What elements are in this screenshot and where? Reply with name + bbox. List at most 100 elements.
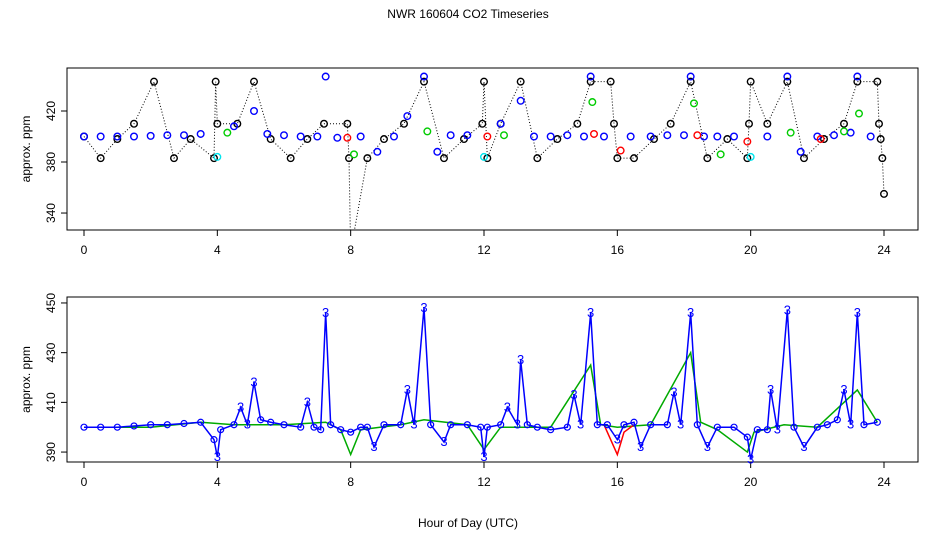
data-point bbox=[630, 418, 638, 426]
data-point bbox=[790, 423, 798, 431]
data-point bbox=[586, 77, 595, 86]
data-point bbox=[746, 77, 755, 86]
point-marker: 3 bbox=[244, 417, 251, 432]
data-point bbox=[400, 119, 409, 128]
data-point bbox=[97, 423, 105, 431]
data-point bbox=[647, 421, 655, 429]
point-marker: 3 bbox=[370, 439, 377, 454]
data-point bbox=[816, 135, 825, 144]
point-marker: 3 bbox=[214, 449, 221, 464]
data-point bbox=[317, 426, 325, 434]
data-point bbox=[347, 428, 355, 436]
data-point bbox=[853, 77, 862, 86]
data-point bbox=[113, 132, 122, 141]
data-point bbox=[420, 72, 429, 81]
data-point bbox=[343, 119, 352, 128]
data-point bbox=[263, 129, 272, 138]
point-marker: 3 bbox=[504, 399, 511, 414]
point-marker: 3 bbox=[410, 417, 417, 432]
data-point bbox=[693, 421, 701, 429]
data-point bbox=[580, 132, 589, 141]
data-point bbox=[96, 154, 105, 163]
x-tick-label: 24 bbox=[877, 243, 891, 257]
data-point bbox=[337, 426, 345, 434]
data-point bbox=[211, 77, 220, 86]
data-point bbox=[626, 132, 635, 141]
data-point bbox=[663, 131, 672, 140]
data-point bbox=[229, 122, 238, 131]
x-tick-label: 12 bbox=[477, 243, 491, 257]
data-point bbox=[873, 77, 882, 86]
data-point bbox=[257, 416, 265, 424]
point-marker: 3 bbox=[670, 384, 677, 399]
data-point bbox=[297, 423, 305, 431]
plot-frame bbox=[66, 67, 919, 231]
x-tick-label: 8 bbox=[347, 243, 354, 257]
y-axis-label: approx. ppm bbox=[19, 116, 33, 183]
data-point bbox=[783, 77, 792, 86]
data-point bbox=[380, 135, 389, 144]
data-point bbox=[833, 416, 841, 424]
data-point bbox=[613, 154, 622, 163]
y-tick-label: 450 bbox=[44, 293, 58, 313]
data-point bbox=[616, 146, 625, 155]
data-point bbox=[113, 423, 121, 431]
point-marker: 3 bbox=[614, 432, 621, 447]
data-point bbox=[130, 422, 138, 430]
data-point bbox=[713, 132, 722, 141]
data-point bbox=[586, 72, 595, 81]
data-point bbox=[497, 421, 505, 429]
data-point bbox=[356, 132, 365, 141]
data-point bbox=[96, 132, 105, 141]
data-point bbox=[197, 418, 205, 426]
x-tick-label: 0 bbox=[81, 475, 88, 489]
data-point bbox=[723, 135, 732, 144]
data-point bbox=[483, 423, 491, 431]
point-marker: 3 bbox=[440, 434, 447, 449]
data-point bbox=[146, 131, 155, 140]
y-axis-label: approx. ppm bbox=[19, 346, 33, 413]
x-tick-label: 4 bbox=[214, 475, 221, 489]
plot-frame bbox=[66, 296, 919, 463]
series-line bbox=[84, 350, 878, 457]
data-point bbox=[163, 131, 172, 140]
data-point bbox=[113, 135, 122, 144]
data-point bbox=[690, 99, 699, 108]
x-tick-label: 16 bbox=[611, 243, 625, 257]
data-point bbox=[80, 423, 88, 431]
data-point bbox=[333, 133, 342, 142]
point-marker: 3 bbox=[847, 417, 854, 432]
data-point bbox=[547, 426, 555, 434]
data-point bbox=[876, 135, 885, 144]
data-point bbox=[79, 132, 88, 141]
point-marker: 3 bbox=[840, 382, 847, 397]
data-point bbox=[420, 77, 429, 86]
point-marker: 3 bbox=[687, 305, 694, 320]
data-point bbox=[440, 154, 449, 163]
data-point bbox=[149, 77, 158, 86]
point-marker: 3 bbox=[420, 300, 427, 315]
data-point bbox=[840, 127, 849, 136]
data-point bbox=[129, 119, 138, 128]
data-point bbox=[753, 426, 761, 434]
data-point bbox=[363, 423, 371, 431]
data-point bbox=[875, 119, 884, 128]
data-point bbox=[423, 127, 432, 136]
data-point bbox=[147, 421, 155, 429]
point-marker: 3 bbox=[587, 305, 594, 320]
data-point bbox=[573, 119, 582, 128]
point-marker: 3 bbox=[322, 305, 329, 320]
data-point bbox=[610, 119, 619, 128]
data-point bbox=[180, 419, 188, 428]
data-point bbox=[217, 426, 225, 434]
data-point bbox=[296, 132, 305, 141]
y-tick-label: 340 bbox=[44, 203, 58, 223]
data-point bbox=[463, 131, 472, 140]
data-point bbox=[403, 112, 412, 121]
data-point bbox=[345, 154, 354, 163]
data-point bbox=[230, 421, 238, 429]
data-point bbox=[213, 119, 222, 128]
figure-title: NWR 160604 CO2 Timeseries bbox=[387, 7, 548, 21]
data-point bbox=[563, 423, 571, 431]
data-point bbox=[713, 423, 721, 431]
